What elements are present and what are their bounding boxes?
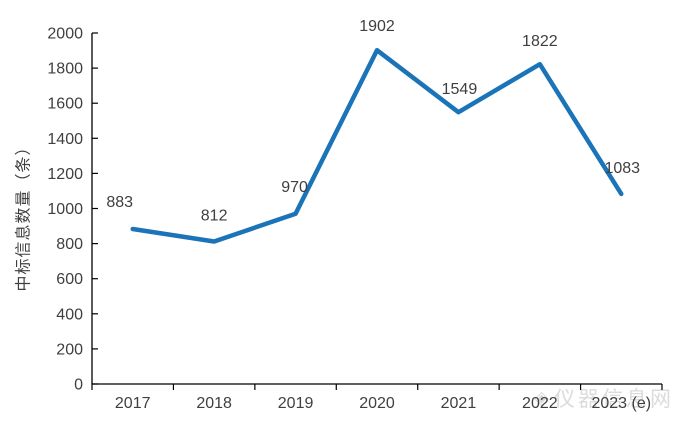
y-tick-label: 400: [56, 306, 83, 323]
x-tick-label: 2019: [278, 395, 314, 412]
x-tick-label: 2023 (e): [591, 395, 651, 412]
data-label: 1549: [442, 81, 478, 98]
data-label: 1083: [604, 160, 640, 177]
y-tick-label: 600: [56, 271, 83, 288]
y-tick-label: 0: [74, 377, 83, 394]
x-tick-label: 2018: [196, 395, 232, 412]
y-tick-label: 1400: [47, 131, 83, 148]
watermark: ◈ 仪器信息网: [534, 383, 674, 413]
y-tick-label: 1600: [47, 96, 83, 113]
data-label: 1902: [359, 18, 395, 35]
data-label: 883: [106, 194, 133, 211]
y-tick-label: 800: [56, 236, 83, 253]
data-series-line: [130, 47, 624, 244]
data-label: 970: [281, 179, 308, 196]
x-tick-label: 2017: [115, 395, 151, 412]
x-tick-label: 2022: [522, 395, 558, 412]
watermark-logo-icon: ◈: [534, 387, 549, 409]
x-tick-label: 2020: [359, 395, 395, 412]
watermark-text: 仪器信息网: [554, 388, 674, 411]
y-tick-label: 200: [56, 341, 83, 358]
data-label: 812: [201, 207, 228, 224]
x-tick-label: 2021: [441, 395, 477, 412]
y-tick-label: 1000: [47, 201, 83, 218]
data-label: 1822: [522, 33, 558, 50]
y-tick-label: 2000: [47, 26, 83, 43]
y-tick-label: 1200: [47, 166, 83, 183]
y-tick-label: 1800: [47, 61, 83, 78]
